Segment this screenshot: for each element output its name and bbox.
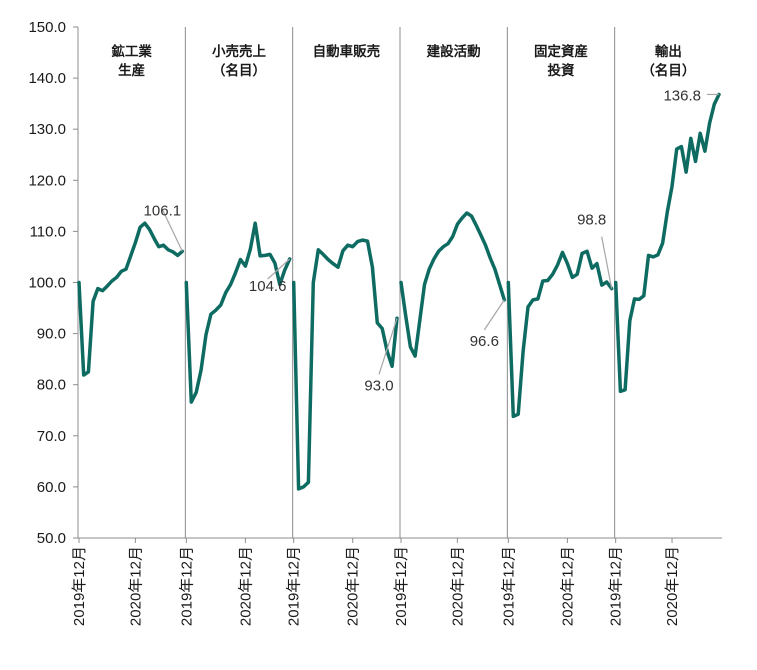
leader-line	[601, 236, 613, 289]
y-tick-label: 50.0	[37, 530, 66, 547]
x-tick-label: 2020年12月	[345, 546, 362, 626]
y-tick-label: 130.0	[28, 121, 66, 138]
end-value-label: 104.6	[249, 278, 287, 295]
x-tick-label: 2019年12月	[286, 546, 303, 626]
end-value-label: 98.8	[577, 212, 606, 229]
series-line-panel-5	[506, 249, 614, 419]
panel-title: 固定資産	[534, 43, 588, 60]
series-line-panel-2	[184, 221, 292, 404]
leader-line	[267, 258, 291, 280]
x-tick-label: 2020年12月	[237, 546, 254, 626]
y-tick-label: 100.0	[28, 275, 66, 292]
y-tick-label: 90.0	[37, 326, 66, 343]
x-tick-label: 2020年12月	[127, 546, 144, 626]
y-tick-label: 60.0	[37, 479, 66, 496]
series-line-panel-4	[399, 211, 507, 358]
y-tick-label: 140.0	[28, 70, 66, 87]
series-line-panel-1	[77, 221, 185, 377]
x-tick-label: 2019年12月	[393, 546, 410, 626]
x-tick-label: 2019年12月	[178, 546, 195, 626]
x-tick-label: 2019年12月	[500, 546, 517, 626]
end-value-label: 96.6	[470, 333, 499, 350]
x-tick-label: 2020年12月	[664, 546, 681, 626]
panel-title: （名目）	[641, 62, 695, 79]
panel-title: 建設活動	[426, 43, 481, 60]
panel-title: 小売売上	[212, 43, 266, 60]
end-value-label: 106.1	[144, 202, 182, 219]
series-line-panel-6	[613, 92, 721, 394]
y-tick-label: 70.0	[37, 428, 66, 445]
panel-title: 輸出	[655, 43, 682, 60]
panel-title: （名目）	[212, 62, 266, 79]
y-tick-label: 110.0	[30, 223, 66, 240]
x-tick-label: 2019年12月	[71, 546, 88, 626]
panel-title: 生産	[118, 62, 145, 79]
end-value-label: 93.0	[364, 377, 393, 394]
series-line-panel-3	[291, 238, 399, 491]
y-tick-label: 150.0	[28, 19, 66, 36]
leader-line	[378, 318, 398, 375]
leader-line	[483, 299, 505, 331]
x-tick-label: 2020年12月	[449, 546, 466, 626]
leader-line	[161, 209, 183, 252]
y-tick-label: 120.0	[28, 172, 66, 189]
x-tick-label: 2020年12月	[559, 546, 576, 626]
end-value-label: 136.8	[663, 87, 701, 104]
x-tick-label: 2019年12月	[608, 546, 625, 626]
panel-title: 鉱工業	[111, 43, 152, 60]
y-tick-label: 80.0	[37, 377, 66, 394]
panel-title: 投資	[548, 62, 576, 79]
panel-title: 自動車販売	[313, 43, 381, 60]
